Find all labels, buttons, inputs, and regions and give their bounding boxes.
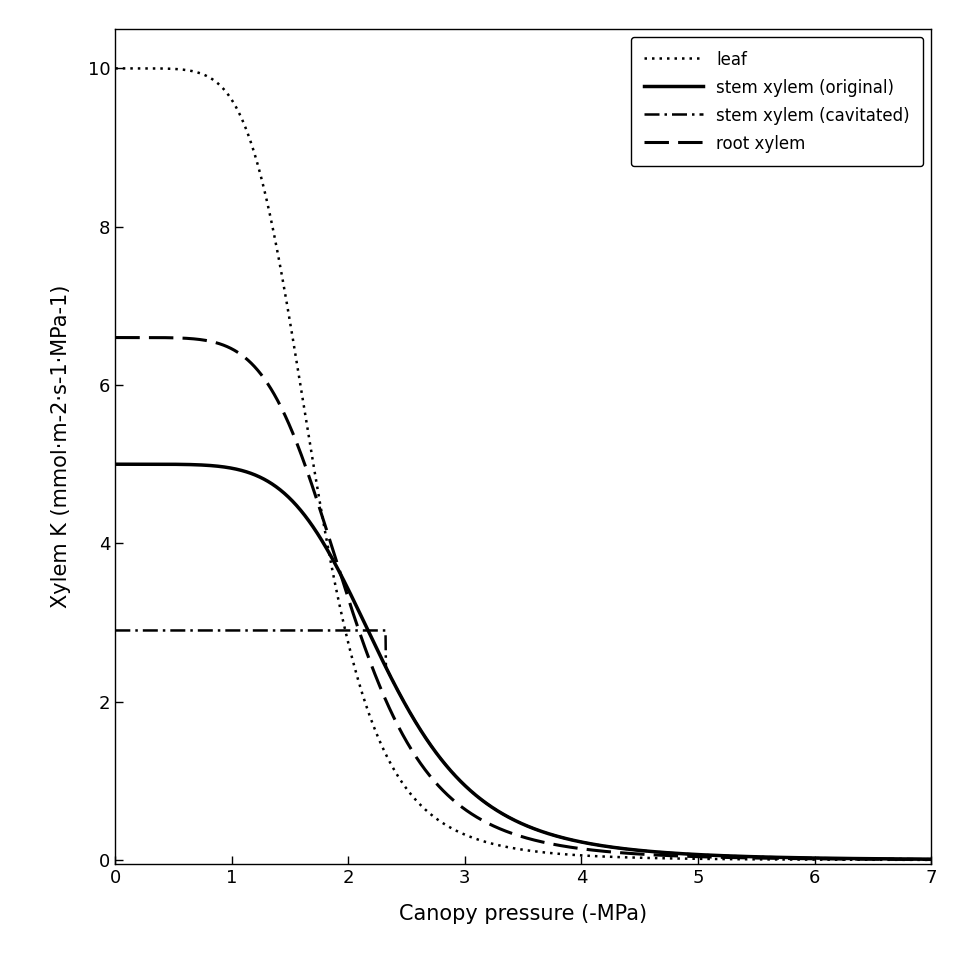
root xylem bbox=[109, 332, 121, 344]
root xylem bbox=[752, 852, 763, 864]
stem xylem (original) bbox=[901, 853, 913, 865]
stem xylem (original) bbox=[109, 459, 121, 470]
root xylem bbox=[925, 853, 937, 865]
stem xylem (original) bbox=[485, 801, 496, 812]
leaf bbox=[151, 62, 162, 74]
stem xylem (cavitated) bbox=[925, 853, 937, 865]
stem xylem (cavitated) bbox=[506, 813, 517, 825]
stem xylem (original) bbox=[752, 852, 763, 863]
leaf bbox=[485, 837, 496, 849]
X-axis label: Canopy pressure (-MPa): Canopy pressure (-MPa) bbox=[399, 903, 647, 924]
Y-axis label: Xylem K (mmol·m-2·s-1·MPa-1): Xylem K (mmol·m-2·s-1·MPa-1) bbox=[51, 285, 71, 608]
leaf bbox=[901, 854, 913, 866]
stem xylem (original) bbox=[901, 853, 913, 865]
leaf bbox=[752, 853, 763, 865]
stem xylem (cavitated) bbox=[151, 625, 162, 636]
stem xylem (cavitated) bbox=[485, 801, 496, 812]
leaf bbox=[925, 854, 937, 866]
Line: stem xylem (cavitated): stem xylem (cavitated) bbox=[115, 631, 931, 859]
leaf bbox=[109, 62, 121, 74]
root xylem bbox=[151, 332, 162, 344]
stem xylem (original) bbox=[151, 459, 162, 470]
Line: leaf: leaf bbox=[115, 68, 931, 860]
leaf bbox=[901, 854, 913, 866]
Legend: leaf, stem xylem (original), stem xylem (cavitated), root xylem: leaf, stem xylem (original), stem xylem … bbox=[631, 37, 923, 166]
stem xylem (cavitated) bbox=[901, 853, 913, 865]
stem xylem (cavitated) bbox=[901, 853, 913, 865]
stem xylem (original) bbox=[506, 813, 517, 825]
leaf bbox=[506, 842, 517, 853]
root xylem bbox=[485, 819, 496, 830]
stem xylem (cavitated) bbox=[752, 852, 763, 863]
root xylem bbox=[901, 853, 913, 865]
Line: root xylem: root xylem bbox=[115, 338, 931, 859]
stem xylem (original) bbox=[925, 853, 937, 865]
root xylem bbox=[506, 828, 517, 839]
Line: stem xylem (original): stem xylem (original) bbox=[115, 465, 931, 859]
stem xylem (cavitated) bbox=[109, 625, 121, 636]
root xylem bbox=[901, 853, 913, 865]
